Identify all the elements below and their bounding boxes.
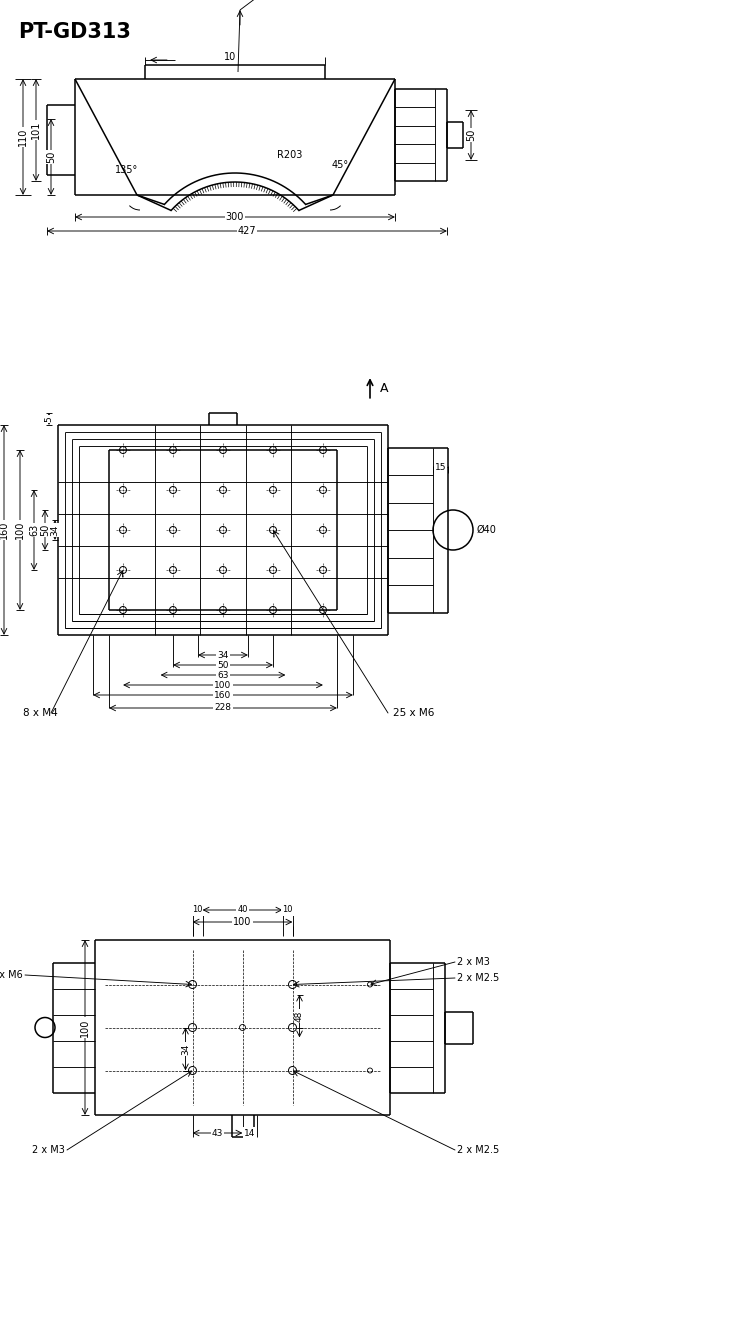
Text: 4 x M6: 4 x M6 — [0, 971, 23, 980]
Text: 110: 110 — [18, 128, 28, 146]
Text: 101: 101 — [31, 120, 41, 139]
Text: 8 x M4: 8 x M4 — [23, 709, 58, 718]
Text: 40: 40 — [237, 905, 248, 915]
Text: 10: 10 — [192, 905, 202, 915]
Text: 43: 43 — [211, 1128, 223, 1138]
Text: Ø40: Ø40 — [477, 525, 496, 535]
Text: 100: 100 — [233, 917, 252, 927]
Text: A: A — [380, 381, 388, 394]
Text: 135°: 135° — [116, 164, 139, 175]
Text: 228: 228 — [214, 703, 232, 713]
Text: 2 x M2.5: 2 x M2.5 — [457, 973, 500, 983]
Text: 63: 63 — [217, 670, 229, 679]
Text: 48: 48 — [295, 1011, 304, 1021]
Text: R203: R203 — [278, 150, 303, 160]
Text: 34: 34 — [50, 524, 59, 536]
Text: 300: 300 — [226, 213, 245, 222]
Text: 100: 100 — [80, 1019, 90, 1036]
Text: 10: 10 — [224, 52, 236, 62]
Text: 25 x M6: 25 x M6 — [393, 709, 434, 718]
Text: 50: 50 — [40, 524, 50, 536]
Text: 34: 34 — [181, 1043, 190, 1055]
Text: 15: 15 — [435, 463, 446, 472]
Text: 2 x M2.5: 2 x M2.5 — [457, 1144, 500, 1155]
Text: 63: 63 — [29, 524, 39, 536]
Text: 427: 427 — [238, 226, 256, 237]
Text: 2 x M3: 2 x M3 — [32, 1144, 65, 1155]
Text: 34: 34 — [217, 651, 229, 659]
Text: 50: 50 — [46, 151, 56, 163]
Text: 100: 100 — [214, 681, 232, 690]
Text: 160: 160 — [0, 521, 9, 539]
Text: 45°: 45° — [332, 160, 349, 170]
Text: 160: 160 — [214, 690, 232, 699]
Text: PT-GD313: PT-GD313 — [18, 21, 130, 41]
Text: 50: 50 — [466, 128, 476, 142]
Text: 14: 14 — [244, 1128, 255, 1138]
Text: 50: 50 — [217, 660, 229, 670]
Text: 10: 10 — [282, 905, 292, 915]
Text: 2 x M3: 2 x M3 — [457, 957, 490, 967]
Text: 100: 100 — [15, 521, 25, 539]
Text: 5: 5 — [44, 416, 53, 422]
